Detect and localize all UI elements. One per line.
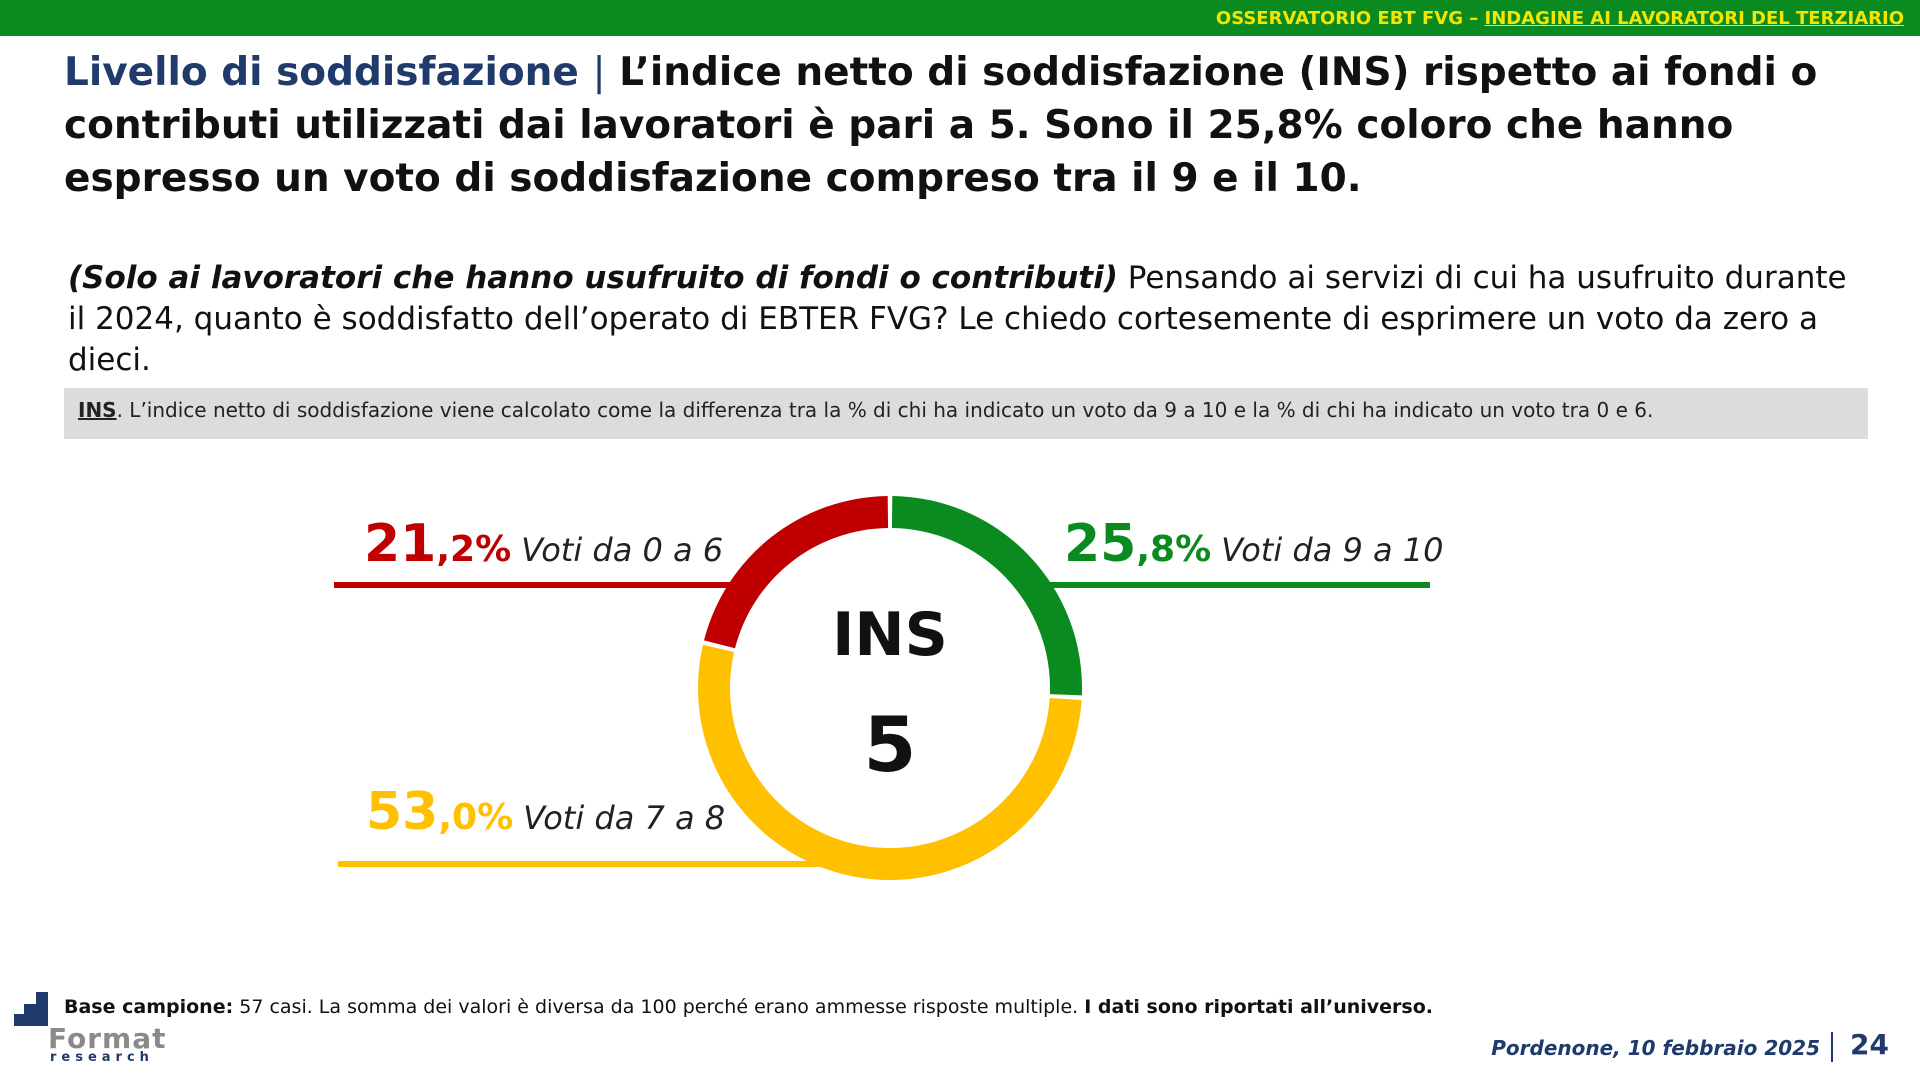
ins-note-body: . L’indice netto di soddisfazione viene … (116, 398, 1654, 422)
donut-slice-3 (704, 496, 889, 649)
slice-value-dec-red: ,2% (436, 529, 512, 570)
slice-value-int-yellow: 53 (366, 782, 439, 842)
top-banner: OSSERVATORIO EBT FVG – INDAGINE AI LAVOR… (0, 0, 1920, 36)
footer-date: Pordenone, 10 febbraio 2025 (1491, 1036, 1820, 1060)
donut-slice-2 (698, 644, 1082, 880)
slice-value-int-red: 21 (364, 514, 437, 574)
slice-value-dec-yellow: ,0% (438, 797, 514, 838)
base-label: Base campione: (64, 996, 234, 1018)
footer-separator (1831, 1032, 1833, 1062)
logo-name: Format (48, 1022, 167, 1055)
slice-label-yellow: 53,0% Voti da 7 a 8 (366, 782, 725, 842)
slice-value-int-green: 25 (1064, 514, 1137, 574)
section-title: Livello di soddisfazione (64, 50, 579, 95)
donut-slices (698, 496, 1083, 880)
slice-desc-red: Voti da 0 a 6 (521, 531, 724, 569)
ins-note: INS. L’indice netto di soddisfazione vie… (64, 388, 1868, 439)
slice-label-red: 21,2% Voti da 0 a 6 (364, 514, 723, 574)
header-crumb: OSSERVATORIO EBT FVG – INDAGINE AI LAVOR… (1216, 8, 1904, 29)
question-text: Pensando ai servizi di cui ha usufruito … (68, 260, 1847, 378)
ins-note-text: INS. L’indice netto di soddisfazione vie… (78, 398, 1653, 422)
donut-center-value: 5 (863, 700, 917, 789)
donut-slice-1 (891, 496, 1083, 696)
crumb-observatory: OSSERVATORIO EBT FVG – (1215, 8, 1479, 29)
ins-note-term: INS (78, 398, 117, 422)
title-separator: | (592, 50, 606, 95)
question-prefix: (Solo ai lavoratori che hanno usufruito … (68, 260, 1118, 296)
logo-subtitle: research (50, 1050, 154, 1065)
donut-hole (731, 529, 1049, 847)
page-number: 24 (1850, 1028, 1889, 1061)
format-research-logo: Format research (14, 990, 184, 1066)
page-title: Livello di soddisfazione | L’indice nett… (64, 46, 1914, 205)
survey-question: (Solo ai lavoratori che hanno usufruito … (68, 258, 1868, 381)
sample-base-note: Base campione: 57 casi. La somma dei val… (64, 996, 1433, 1018)
title-text: L’indice netto di soddisfazione (INS) ri… (64, 50, 1818, 201)
slice-desc-green: Voti da 9 a 10 (1221, 531, 1444, 569)
slice-value-dec-green: ,8% (1136, 529, 1212, 570)
base-text: 57 casi. La somma dei valori è diversa d… (239, 996, 1079, 1018)
slice-label-green: 25,8% Voti da 9 a 10 (1064, 514, 1444, 574)
logo-steps-icon (14, 992, 48, 1026)
base-bold-text: I dati sono riportati all’universo. (1084, 996, 1433, 1018)
donut-center-label: INS (832, 600, 948, 670)
slice-desc-yellow: Voti da 7 a 8 (523, 799, 726, 837)
crumb-survey: INDAGINE AI LAVORATORI DEL TERZIARIO (1484, 8, 1904, 29)
